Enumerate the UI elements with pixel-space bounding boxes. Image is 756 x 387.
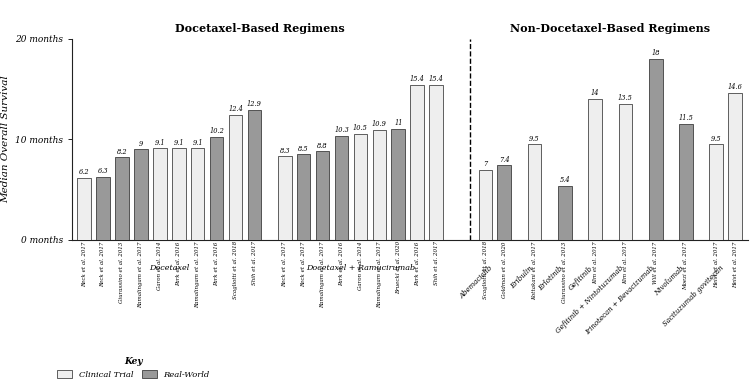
Text: Eribulin: Eribulin — [509, 264, 534, 290]
Text: 9: 9 — [139, 140, 143, 147]
Text: 14: 14 — [591, 89, 600, 97]
Text: 7.4: 7.4 — [499, 156, 510, 164]
Bar — [649, 59, 662, 240]
Text: 11.5: 11.5 — [679, 115, 693, 122]
Text: 8.5: 8.5 — [299, 145, 309, 152]
Bar — [588, 99, 602, 240]
Bar — [115, 158, 129, 240]
Text: 9.1: 9.1 — [173, 139, 184, 147]
Text: 13.5: 13.5 — [618, 94, 633, 102]
Text: 9.5: 9.5 — [529, 135, 540, 142]
Bar — [709, 144, 723, 240]
Text: Sacituzumab govitecan: Sacituzumab govitecan — [662, 264, 726, 328]
Text: 12.9: 12.9 — [247, 100, 262, 108]
Bar — [728, 93, 742, 240]
Text: 15.4: 15.4 — [410, 75, 425, 83]
Bar — [96, 176, 110, 240]
Text: Docetaxel: Docetaxel — [149, 264, 190, 272]
Text: Irinotecan + Bevacizumab: Irinotecan + Bevacizumab — [584, 264, 655, 336]
Bar — [134, 149, 147, 240]
Text: 9.5: 9.5 — [711, 135, 721, 142]
Text: 15.4: 15.4 — [429, 75, 444, 83]
Bar — [411, 85, 424, 240]
Bar — [77, 178, 91, 240]
Bar — [172, 148, 185, 240]
Text: 8.2: 8.2 — [116, 147, 127, 156]
Text: Abemaciclib: Abemaciclib — [458, 264, 495, 300]
Bar — [210, 137, 224, 240]
Text: 11: 11 — [394, 120, 402, 127]
Text: Docetaxel-Based Regimens: Docetaxel-Based Regimens — [175, 23, 345, 34]
Bar — [248, 110, 262, 240]
Text: Nivolumab: Nivolumab — [653, 264, 686, 297]
Text: 10.5: 10.5 — [353, 125, 368, 132]
Bar — [335, 136, 349, 240]
Bar — [354, 134, 367, 240]
Bar — [316, 151, 330, 240]
Bar — [229, 115, 243, 240]
Text: 18: 18 — [652, 49, 660, 57]
Bar — [479, 170, 492, 240]
Text: 10.9: 10.9 — [372, 120, 387, 128]
Bar — [528, 144, 541, 240]
Text: Non-Docetaxel-Based Regimens: Non-Docetaxel-Based Regimens — [510, 23, 711, 34]
Text: 9.1: 9.1 — [192, 139, 203, 147]
Bar — [373, 130, 386, 240]
Bar — [558, 186, 572, 240]
Bar — [297, 154, 311, 240]
Bar — [153, 148, 166, 240]
Text: 6.2: 6.2 — [79, 168, 89, 176]
Bar — [679, 124, 692, 240]
Text: 8.8: 8.8 — [318, 142, 328, 150]
Legend: Clinical Trial, Real-World: Clinical Trial, Real-World — [57, 357, 209, 379]
Bar — [497, 166, 511, 240]
Text: Erlotinib: Erlotinib — [537, 264, 565, 292]
Text: 7: 7 — [483, 160, 488, 168]
Text: Gefitinib: Gefitinib — [568, 264, 595, 292]
Text: Gefitinib + Nintotuzumab: Gefitinib + Nintotuzumab — [555, 264, 625, 335]
Bar — [191, 148, 204, 240]
Text: Docetaxel + Ramucirumab: Docetaxel + Ramucirumab — [306, 264, 415, 272]
Y-axis label: Median Overall Survival: Median Overall Survival — [2, 75, 11, 203]
Text: 8.3: 8.3 — [280, 147, 290, 155]
Text: 12.4: 12.4 — [228, 105, 243, 113]
Bar — [392, 129, 405, 240]
Text: 9.1: 9.1 — [154, 139, 165, 147]
Bar — [618, 104, 632, 240]
Text: 5.4: 5.4 — [559, 176, 570, 184]
Bar — [278, 156, 292, 240]
Text: 6.3: 6.3 — [98, 167, 108, 175]
Bar — [429, 85, 443, 240]
Text: 14.6: 14.6 — [728, 83, 742, 91]
Text: 10.3: 10.3 — [334, 127, 349, 135]
Text: 10.2: 10.2 — [209, 127, 224, 135]
